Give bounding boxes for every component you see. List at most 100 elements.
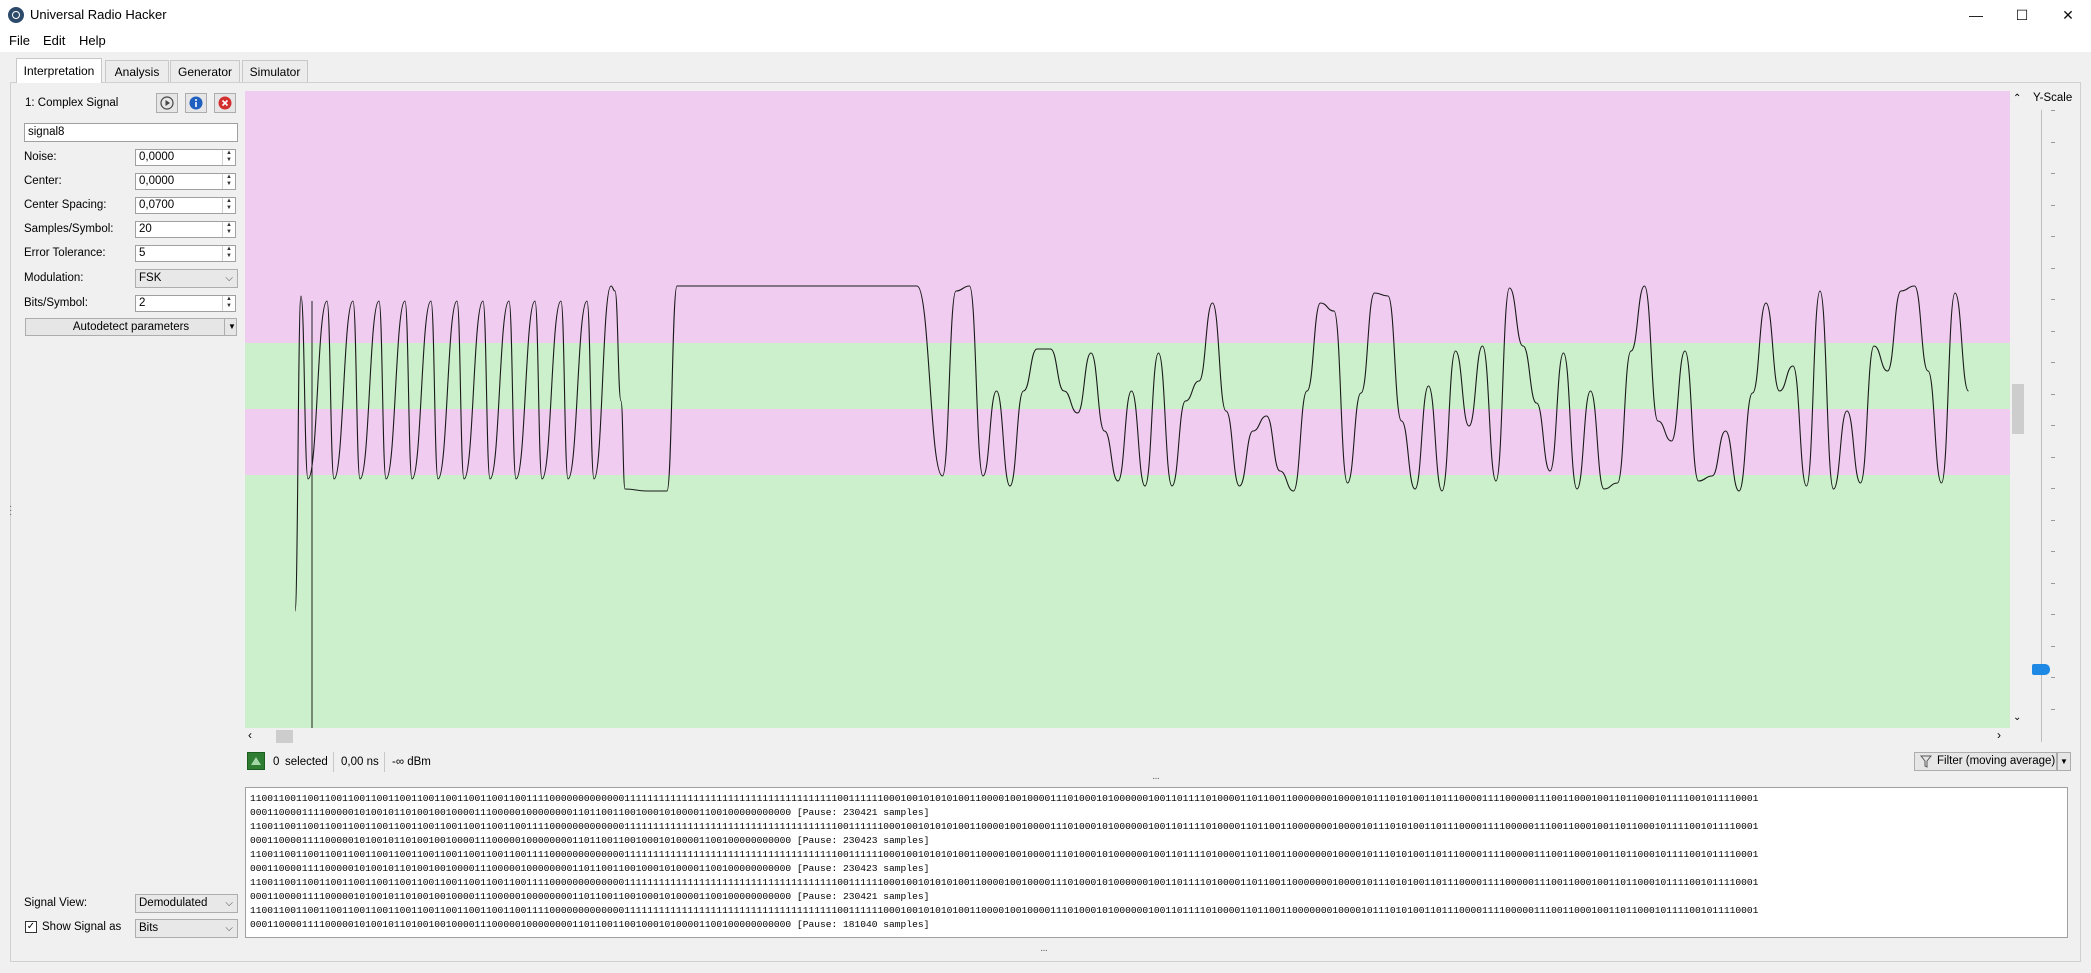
close-icon bbox=[218, 96, 232, 110]
tab-generator[interactable]: Generator bbox=[170, 60, 240, 82]
center-value: 0,0000 bbox=[139, 175, 175, 187]
maximize-button[interactable]: ☐ bbox=[2015, 6, 2029, 23]
filter-menu-arrow[interactable]: ▼ bbox=[2057, 752, 2071, 771]
modulation-select[interactable]: FSK ⌵ bbox=[135, 269, 238, 288]
show-demod-button[interactable] bbox=[247, 752, 265, 770]
spin-arrows-icon[interactable]: ▲ ▼ bbox=[222, 198, 235, 213]
bits-symbol-value: 2 bbox=[139, 297, 146, 309]
autodetect-menu-arrow[interactable]: ▼ bbox=[224, 318, 239, 336]
close-signal-button[interactable] bbox=[214, 93, 236, 113]
tab-analysis[interactable]: Analysis bbox=[105, 60, 169, 82]
chevron-down-icon: ⌵ bbox=[225, 273, 233, 284]
hscroll-thumb[interactable] bbox=[276, 730, 293, 743]
menu-bar bbox=[0, 30, 2091, 52]
lower-symbol-band bbox=[245, 475, 2010, 728]
info-icon bbox=[189, 96, 203, 110]
yscale-slider-handle[interactable] bbox=[2032, 664, 2050, 675]
filter-label: Filter (moving average) bbox=[1937, 755, 2056, 767]
yscale-tick bbox=[2051, 267, 2055, 269]
yscale-tick bbox=[2051, 551, 2055, 552]
scroll-up-icon[interactable]: ⌃ bbox=[2013, 93, 2022, 104]
noise-label: Noise: bbox=[24, 151, 57, 163]
yscale-tick bbox=[2051, 141, 2055, 143]
center-spinbox[interactable]: 0,0000 ▲ ▼ bbox=[135, 173, 236, 190]
yscale-tick bbox=[2051, 645, 2055, 647]
show-signal-as-label: Show Signal as bbox=[42, 921, 122, 933]
signal-name-input[interactable]: signal8 bbox=[24, 123, 238, 142]
protocol-line: 1100110011001100110011001100110011001100… bbox=[250, 905, 1759, 916]
play-signal-button[interactable] bbox=[156, 93, 178, 113]
protocol-line: 0001100001111000001010010110100100100001… bbox=[250, 891, 930, 902]
bits-symbol-label: Bits/Symbol: bbox=[24, 297, 88, 309]
protocol-line: 0001100001111000001010010110100100100001… bbox=[250, 807, 930, 818]
menu-edit[interactable]: Edit bbox=[43, 33, 66, 48]
filter-button[interactable]: Filter (moving average) bbox=[1914, 752, 2057, 771]
error-tolerance-spinbox[interactable]: 5 ▲ ▼ bbox=[135, 245, 236, 262]
show-signal-checkbox[interactable]: ✓ bbox=[25, 921, 37, 933]
center-spacing-label: Center Spacing: bbox=[24, 199, 107, 211]
yscale-tick bbox=[2051, 488, 2055, 489]
yscale-tick bbox=[2051, 330, 2055, 332]
yscale-label: Y-Scale bbox=[2033, 92, 2073, 104]
error-tolerance-value: 5 bbox=[139, 247, 146, 259]
signal-graph-view[interactable] bbox=[245, 91, 2010, 728]
scroll-down-icon[interactable]: ⌄ bbox=[2013, 712, 2022, 723]
yscale-ticks bbox=[2051, 110, 2057, 742]
tab-simulator[interactable]: Simulator bbox=[242, 60, 308, 82]
yscale-slider-track[interactable] bbox=[2041, 110, 2042, 742]
spin-arrows-icon[interactable]: ▲ ▼ bbox=[222, 296, 235, 311]
splitter-handle[interactable]: ··· bbox=[1040, 945, 1048, 956]
samples-symbol-label: Samples/Symbol: bbox=[24, 223, 114, 235]
scroll-left-icon[interactable]: ‹ bbox=[248, 728, 252, 742]
noise-spinbox[interactable]: 0,0000 ▲ ▼ bbox=[135, 149, 236, 166]
selected-count: 0 bbox=[273, 756, 280, 768]
triangle-icon bbox=[251, 757, 261, 765]
selection-duration: 0,00 ns bbox=[341, 756, 379, 768]
spin-arrows-icon[interactable]: ▲ ▼ bbox=[222, 222, 235, 237]
spin-arrows-icon[interactable]: ▲ ▼ bbox=[222, 174, 235, 189]
yscale-tick bbox=[2051, 110, 2055, 111]
left-splitter-handle[interactable]: · · · bbox=[9, 501, 13, 520]
tab-interpretation[interactable]: Interpretation bbox=[16, 58, 102, 83]
yscale-tick bbox=[2051, 393, 2055, 395]
modulation-value: FSK bbox=[139, 272, 162, 284]
menu-help[interactable]: Help bbox=[79, 33, 106, 48]
minimize-button[interactable]: — bbox=[1969, 7, 1983, 23]
center-label: Center: bbox=[24, 175, 62, 187]
scrollbar-thumb[interactable] bbox=[2012, 384, 2024, 434]
spin-arrows-icon[interactable]: ▲ ▼ bbox=[222, 246, 235, 261]
spin-arrows-icon[interactable]: ▲ ▼ bbox=[222, 150, 235, 165]
waveform-line bbox=[294, 285, 1970, 612]
selected-label: selected bbox=[285, 756, 328, 768]
menu-file[interactable]: File bbox=[9, 33, 30, 48]
samples-symbol-spinbox[interactable]: 20 ▲ ▼ bbox=[135, 221, 236, 238]
signal-info-button[interactable] bbox=[185, 93, 207, 113]
window-title: Universal Radio Hacker bbox=[30, 7, 167, 22]
status-separator bbox=[333, 752, 334, 772]
chevron-down-icon: ⌵ bbox=[225, 898, 233, 909]
protocol-line: 1100110011001100110011001100110011001100… bbox=[250, 849, 1759, 860]
play-icon bbox=[160, 96, 174, 110]
yscale-tick bbox=[2051, 362, 2055, 363]
protocol-text-view[interactable]: 1100110011001100110011001100110011001100… bbox=[245, 787, 2068, 938]
center-spacing-value: 0,0700 bbox=[139, 199, 175, 211]
upper-symbol-band bbox=[245, 91, 2010, 343]
selection-power: -∞ dBm bbox=[392, 756, 431, 768]
autodetect-button[interactable]: Autodetect parameters bbox=[25, 318, 237, 336]
graph-horizontal-scrollbar[interactable] bbox=[245, 728, 2010, 744]
scroll-right-icon[interactable]: › bbox=[1997, 728, 2001, 742]
splitter-handle[interactable]: ··· bbox=[1152, 773, 1160, 784]
yscale-tick bbox=[2051, 425, 2055, 426]
protocol-line: 1100110011001100110011001100110011001100… bbox=[250, 793, 1759, 804]
signal-view-select[interactable]: Demodulated ⌵ bbox=[135, 894, 238, 913]
bits-symbol-spinbox[interactable]: 2 ▲ ▼ bbox=[135, 295, 236, 312]
center-spacing-spinbox[interactable]: 0,0700 ▲ ▼ bbox=[135, 197, 236, 214]
signal-header: 1: Complex Signal bbox=[25, 97, 119, 109]
filter-icon bbox=[1920, 755, 1932, 768]
close-window-button[interactable]: ✕ bbox=[2062, 6, 2074, 23]
noise-value: 0,0000 bbox=[139, 151, 175, 163]
modulation-label: Modulation: bbox=[24, 272, 84, 284]
show-signal-as-select[interactable]: Bits ⌵ bbox=[135, 919, 238, 938]
yscale-tick bbox=[2051, 582, 2055, 584]
yscale-tick bbox=[2051, 173, 2055, 174]
